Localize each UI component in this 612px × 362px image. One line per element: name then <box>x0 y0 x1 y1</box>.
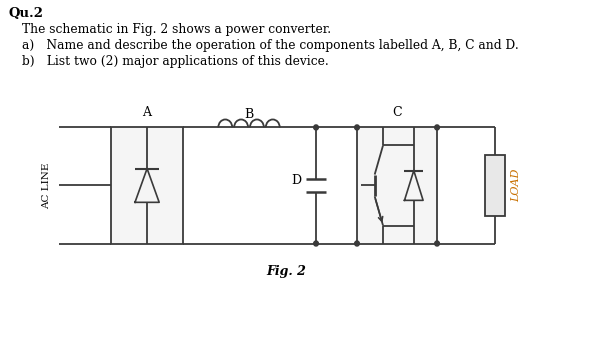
Text: D: D <box>291 174 301 187</box>
Text: Fig. 2: Fig. 2 <box>266 265 306 278</box>
Bar <box>111 127 183 244</box>
Text: AC LINE: AC LINE <box>42 162 51 209</box>
Text: B: B <box>244 109 253 122</box>
Circle shape <box>314 241 318 246</box>
Bar <box>357 127 437 244</box>
Circle shape <box>435 241 439 246</box>
Bar <box>485 155 505 216</box>
Circle shape <box>355 241 359 246</box>
Text: Qu.2: Qu.2 <box>9 7 44 20</box>
Circle shape <box>355 125 359 130</box>
Text: A: A <box>143 106 152 119</box>
Circle shape <box>435 125 439 130</box>
Text: The schematic in Fig. 2 shows a power converter.: The schematic in Fig. 2 shows a power co… <box>22 23 331 36</box>
Text: b) List two (2) major applications of this device.: b) List two (2) major applications of th… <box>22 55 329 68</box>
Text: a) Name and describe the operation of the components labelled A, B, C and D.: a) Name and describe the operation of th… <box>22 39 518 52</box>
Circle shape <box>314 125 318 130</box>
Text: LOAD: LOAD <box>511 169 521 202</box>
Text: C: C <box>392 106 402 119</box>
